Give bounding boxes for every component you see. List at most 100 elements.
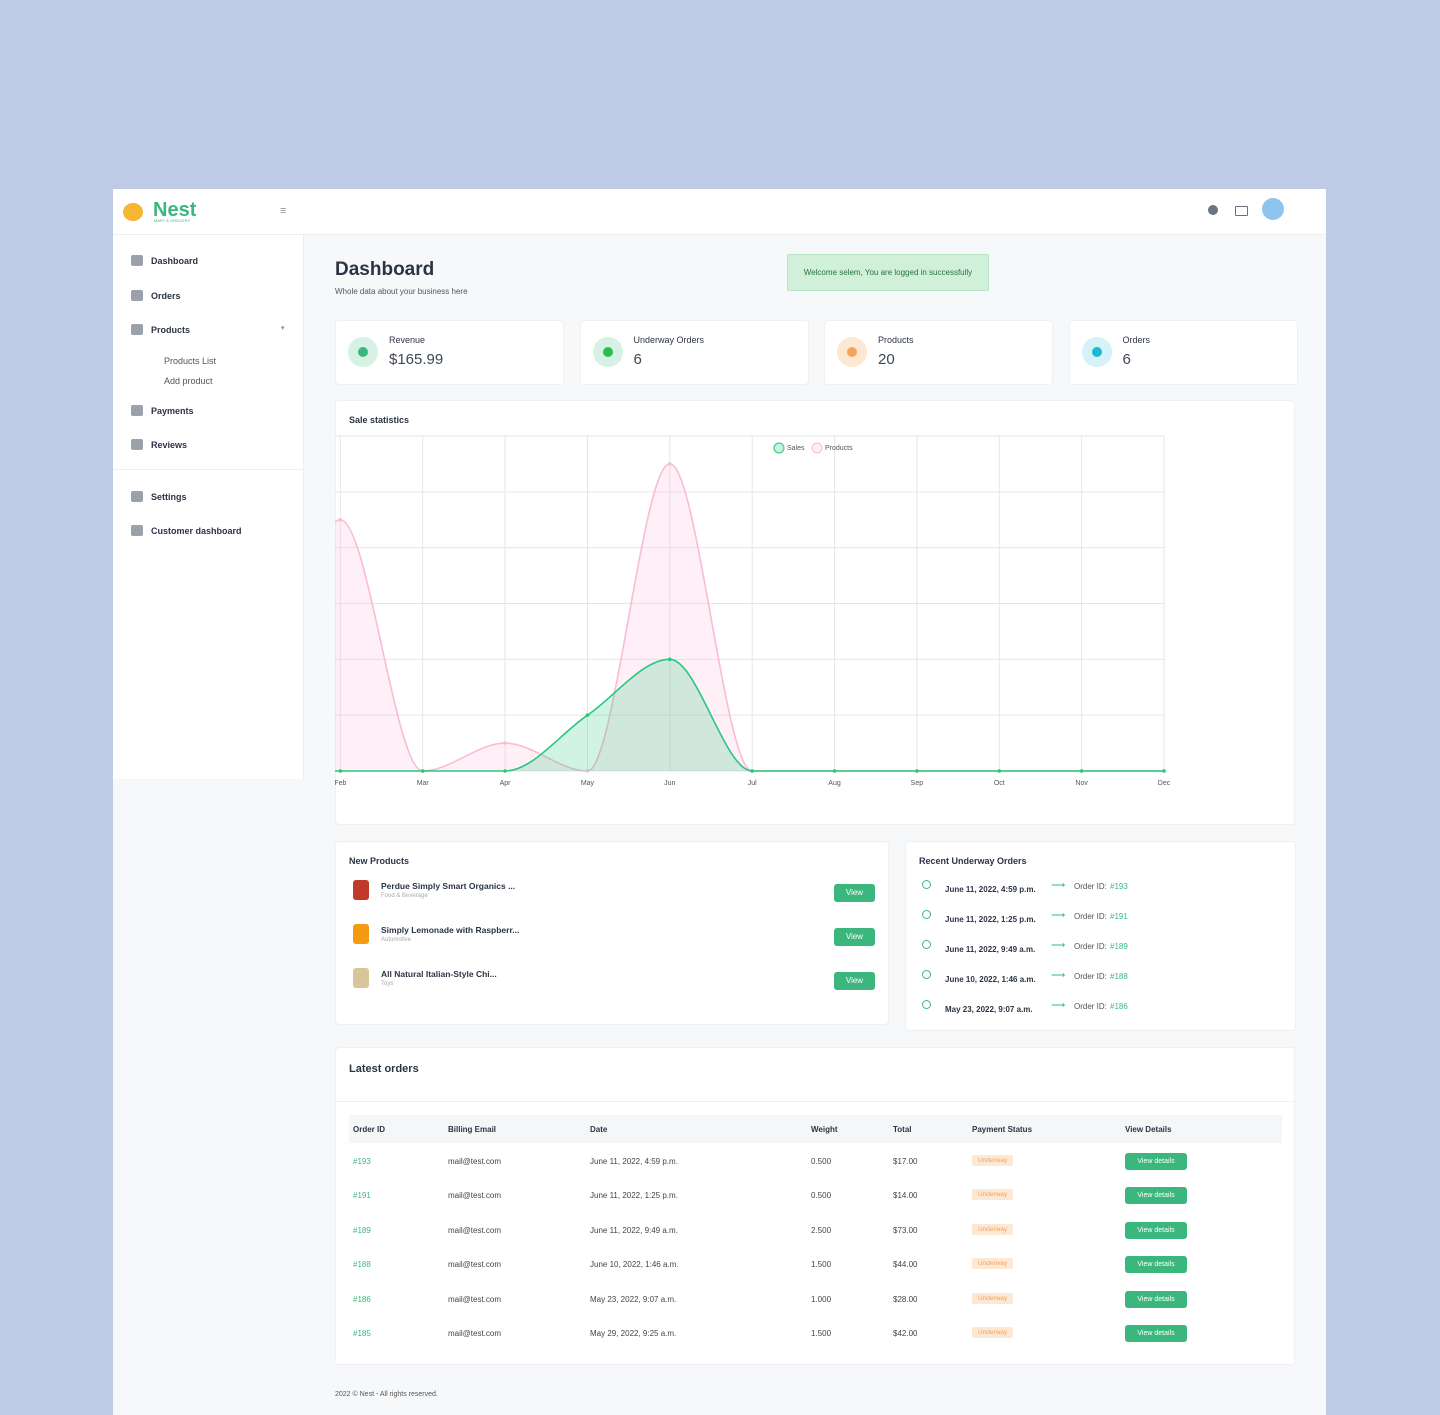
table-cell: June 10, 2022, 1:46 a.m.	[590, 1260, 679, 1270]
table-cell: 1.500	[811, 1260, 832, 1270]
product-image	[353, 968, 369, 988]
topbar	[303, 189, 1326, 235]
order-id[interactable]: #189	[1110, 942, 1128, 951]
data-point	[915, 769, 919, 773]
legend-swatch	[773, 442, 785, 454]
table-cell: June 11, 2022, 9:49 a.m.	[590, 1225, 678, 1235]
card-title: Recent Underway Orders	[919, 856, 1027, 866]
order-id-link[interactable]: #191	[353, 1191, 371, 1201]
table-header-cell: View Details	[1125, 1125, 1172, 1134]
stat-icon-glyph	[358, 347, 368, 357]
table-cell: 1.500	[811, 1329, 832, 1338]
order-id-link[interactable]: #186	[353, 1294, 371, 1304]
collapse-button[interactable]: ≡	[280, 205, 287, 217]
order-label: Order ID:	[1074, 1002, 1107, 1011]
data-point	[1079, 769, 1084, 773]
view-button[interactable]: View	[834, 884, 875, 902]
x-tick-label: Oct	[994, 780, 1005, 787]
table-cell: mail@test.com	[448, 1329, 502, 1338]
table-cell: 0.500	[811, 1191, 832, 1201]
view-details-button[interactable]: View details	[1125, 1325, 1187, 1342]
view-details-button[interactable]: View details	[1125, 1221, 1187, 1239]
order-date: May 23, 2022, 9:07 a.m.	[945, 1005, 1033, 1014]
stat-value: 6	[1122, 351, 1131, 368]
x-tick-label: Aug	[828, 780, 841, 787]
recent-orders-card: Recent Underway Orders	[905, 841, 1296, 1031]
table-cell: mail@test.com	[448, 1191, 502, 1201]
status-badge: Underway	[972, 1327, 1014, 1338]
cast-icon[interactable]	[1235, 206, 1248, 216]
product-name: Simply Lemonade with Raspberr...	[381, 925, 520, 935]
avatar[interactable]	[1262, 198, 1284, 220]
view-details-button[interactable]: View details	[1125, 1153, 1187, 1170]
view-details-button[interactable]: View details	[1125, 1290, 1187, 1308]
logo-icon	[123, 203, 143, 221]
order-id-link[interactable]: #188	[353, 1260, 371, 1270]
menu-item[interactable]: Payments	[151, 406, 194, 416]
stat-value: $165.99	[389, 351, 444, 368]
table-header-cell: Weight	[811, 1125, 838, 1134]
table-cell: 2.500	[811, 1225, 832, 1235]
product-category: Toys	[381, 981, 394, 987]
x-tick-label: May	[581, 780, 595, 787]
data-point	[420, 769, 425, 773]
table-header-cell: Total	[893, 1125, 912, 1134]
view-details-button[interactable]: View details	[1125, 1256, 1187, 1274]
order-date: June 11, 2022, 4:59 p.m.	[945, 885, 1036, 894]
submenu-item[interactable]: Products List	[164, 356, 217, 366]
theme-toggle[interactable]	[1208, 205, 1218, 215]
table-cell: $28.00	[893, 1294, 918, 1304]
order-id-link[interactable]: #193	[353, 1157, 371, 1166]
status-badge: Underway	[972, 1223, 1014, 1235]
order-label: Order ID:	[1074, 882, 1107, 891]
table-cell: $73.00	[893, 1225, 918, 1235]
menu-item[interactable]: Products	[151, 325, 191, 335]
menu-item[interactable]: Dashboard	[151, 256, 199, 266]
table-cell: mail@test.com	[448, 1225, 502, 1235]
order-id[interactable]: #191	[1110, 912, 1128, 921]
table-header-cell: Date	[590, 1125, 608, 1134]
x-tick-label: Jul	[748, 780, 757, 787]
data-point	[1162, 769, 1166, 773]
data-point	[585, 713, 590, 717]
view-details-button[interactable]: View details	[1125, 1187, 1187, 1205]
table-header-cell: Payment Status	[972, 1125, 1033, 1134]
data-point	[668, 462, 672, 466]
timeline-dot	[922, 1000, 931, 1009]
product-category: Food & Beverage	[381, 893, 428, 899]
table-header	[349, 1115, 1282, 1143]
order-id-link[interactable]: #189	[353, 1225, 371, 1235]
brand-name: Nest	[153, 199, 197, 221]
timeline-dot	[922, 910, 931, 919]
view-button[interactable]: View	[834, 972, 875, 990]
order-id[interactable]: #193	[1110, 882, 1128, 891]
x-tick-label: Nov	[1075, 780, 1088, 787]
product-image	[353, 924, 369, 944]
stat-value: 6	[633, 351, 642, 368]
product-image	[353, 880, 369, 900]
menu-item[interactable]: Reviews	[151, 440, 188, 450]
x-tick-label: Mar	[417, 780, 430, 787]
data-point	[750, 769, 754, 773]
stat-label: Revenue	[389, 335, 426, 345]
menu-icon	[131, 255, 143, 266]
order-id-link[interactable]: #185	[353, 1329, 371, 1338]
menu-item[interactable]: Customer dashboard	[151, 526, 242, 536]
menu-item[interactable]: Settings	[151, 492, 187, 502]
card-title: Latest orders	[349, 1063, 419, 1075]
view-button[interactable]: View	[834, 928, 875, 946]
order-id[interactable]: #186	[1110, 1002, 1128, 1011]
arrow: ⟶	[1051, 880, 1066, 891]
order-label: Order ID:	[1074, 942, 1107, 951]
product-name: All Natural Italian-Style Chi...	[381, 969, 497, 979]
product-name: Perdue Simply Smart Organics ...	[381, 881, 516, 891]
app: Nest MART & GROCERY ≡ Dashboard Whole da…	[113, 189, 1326, 1415]
order-date: June 11, 2022, 9:49 a.m.	[945, 945, 1036, 954]
chart-title: Sale statistics	[349, 415, 410, 425]
order-id[interactable]: #188	[1110, 972, 1128, 981]
menu-item[interactable]: Orders	[151, 291, 181, 301]
table-cell: 0.500	[811, 1157, 832, 1166]
data-point	[503, 769, 507, 773]
submenu-item[interactable]: Add product	[164, 376, 213, 386]
stat-icon-glyph	[602, 347, 613, 357]
